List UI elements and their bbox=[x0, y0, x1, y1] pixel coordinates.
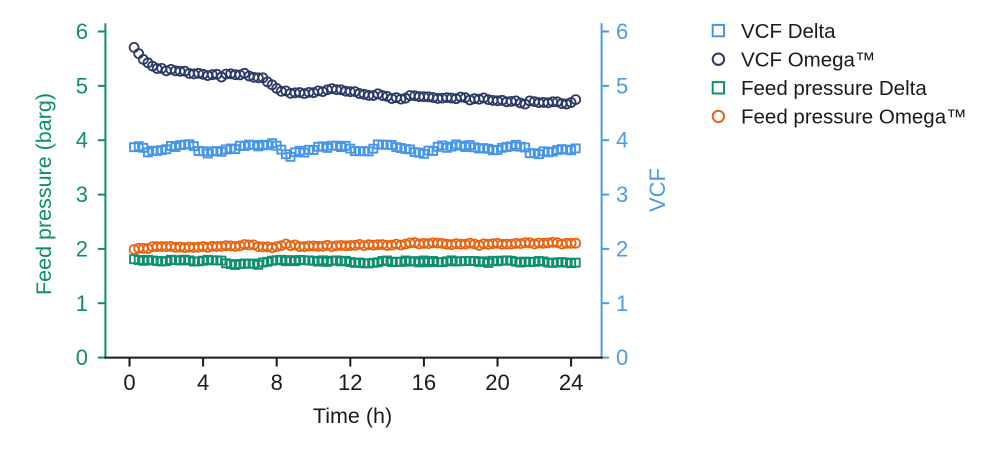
svg-text:VCF Delta: VCF Delta bbox=[741, 20, 836, 43]
svg-text:5: 5 bbox=[616, 73, 628, 98]
svg-text:6: 6 bbox=[616, 19, 628, 44]
svg-text:4: 4 bbox=[616, 128, 628, 153]
svg-text:12: 12 bbox=[338, 370, 362, 395]
svg-text:2: 2 bbox=[616, 236, 628, 261]
svg-text:3: 3 bbox=[616, 182, 628, 207]
svg-text:Feed pressure Omega™: Feed pressure Omega™ bbox=[741, 106, 967, 129]
svg-text:24: 24 bbox=[559, 370, 583, 395]
svg-text:Feed pressure (barg): Feed pressure (barg) bbox=[32, 93, 56, 295]
svg-text:20: 20 bbox=[485, 370, 509, 395]
svg-text:5: 5 bbox=[76, 73, 88, 98]
svg-text:0: 0 bbox=[76, 345, 88, 370]
svg-text:4: 4 bbox=[76, 128, 88, 153]
svg-text:1: 1 bbox=[616, 291, 628, 316]
svg-text:8: 8 bbox=[271, 370, 283, 395]
svg-text:0: 0 bbox=[123, 370, 135, 395]
svg-text:2: 2 bbox=[76, 236, 88, 261]
svg-text:0: 0 bbox=[616, 345, 628, 370]
svg-text:4: 4 bbox=[197, 370, 209, 395]
svg-text:1: 1 bbox=[76, 291, 88, 316]
svg-text:VCF Omega™: VCF Omega™ bbox=[741, 49, 875, 72]
svg-text:16: 16 bbox=[412, 370, 436, 395]
svg-text:Time (h): Time (h) bbox=[313, 404, 392, 428]
svg-text:6: 6 bbox=[76, 19, 88, 44]
svg-text:Feed pressure Delta: Feed pressure Delta bbox=[741, 77, 927, 100]
svg-text:3: 3 bbox=[76, 182, 88, 207]
svg-text:VCF: VCF bbox=[645, 168, 670, 212]
